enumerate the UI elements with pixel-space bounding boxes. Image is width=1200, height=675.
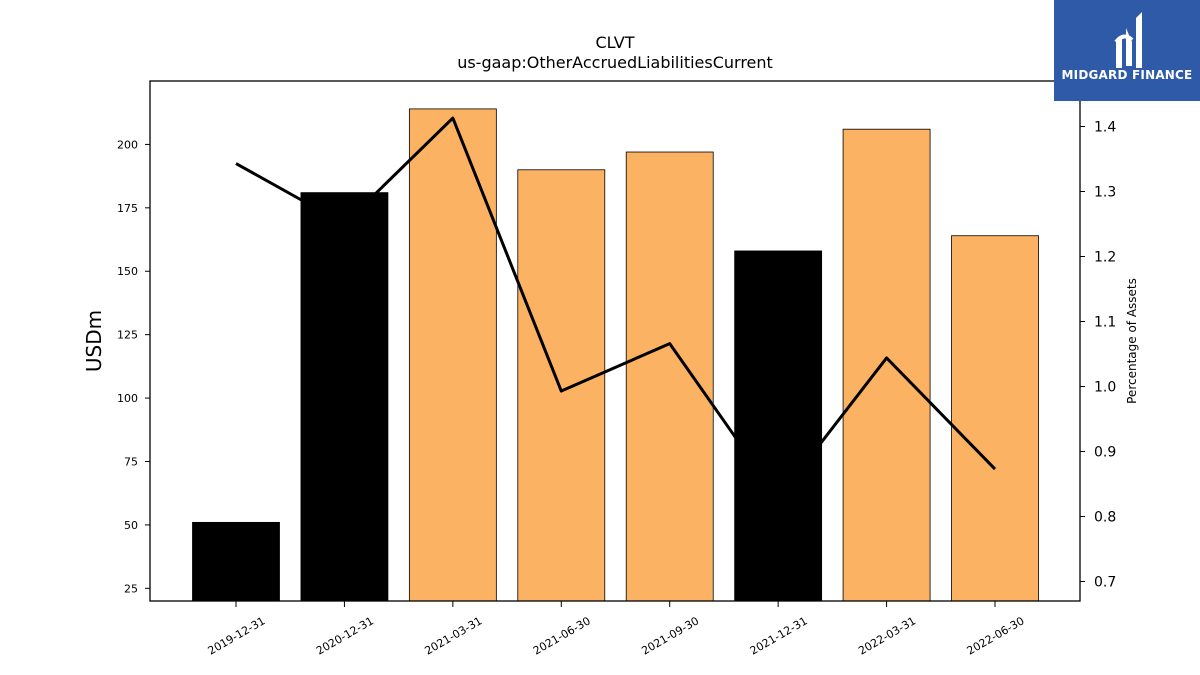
chart-title: CLVT [595, 33, 634, 52]
y-tick-label: 175 [117, 202, 138, 215]
y2-tick-label: 1.1 [1094, 315, 1116, 331]
y2-tick-label: 0.7 [1094, 575, 1116, 591]
x-tick-label: 2022-06-30 [965, 614, 1027, 657]
bar [408, 108, 497, 602]
bar [192, 521, 280, 602]
x-axis: 2019-12-31 2020-12-31 2021-03-31 2021-06-30… [206, 601, 1027, 658]
x-tick-label: 2021-12-31 [748, 614, 810, 657]
bar [517, 169, 606, 602]
y2-axis-label: Percentage of Assets [1125, 278, 1139, 404]
bar [842, 128, 931, 602]
right-axis: 0.7 0.8 0.9 1.0 1.1 1.2 1.3 1.4 [1080, 120, 1116, 591]
y-tick-label: 150 [117, 265, 138, 278]
bar [625, 151, 714, 602]
bar [734, 250, 823, 602]
y2-tick-label: 1.2 [1094, 250, 1116, 266]
y2-tick-label: 1.3 [1094, 185, 1116, 201]
x-tick-label: 2019-12-31 [206, 614, 268, 657]
line-path [235, 116, 997, 500]
y-tick-label: 200 [117, 138, 138, 151]
y2-tick-label: 0.9 [1094, 445, 1116, 461]
brand-logo-text: MIDGARD FINANCE [1061, 68, 1193, 82]
y2-tick-label: 1.4 [1094, 120, 1116, 136]
chart-subtitle: us-gaap:OtherAccruedLiabilitiesCurrent [457, 53, 773, 72]
x-tick-label: 2020-12-31 [314, 614, 376, 657]
line-series [235, 116, 997, 500]
bar [300, 192, 389, 602]
plot-frame [149, 80, 1081, 602]
y-tick-label: 25 [124, 582, 138, 595]
x-tick-label: 2021-03-31 [422, 614, 484, 657]
x-tick-label: 2022-03-31 [856, 614, 918, 657]
y-tick-label: 75 [124, 455, 138, 468]
x-tick-label: 2021-06-30 [531, 614, 593, 657]
brand-logo-icon [1114, 12, 1142, 68]
y2-tick-label: 1.0 [1094, 380, 1116, 396]
y2-tick-label: 0.8 [1094, 510, 1116, 526]
bar [951, 235, 1039, 602]
y-tick-label: 100 [117, 392, 138, 405]
bar-series [192, 108, 1039, 602]
x-tick-label: 2021-09-30 [639, 614, 701, 657]
y-axis-label: USDm [82, 310, 106, 372]
y-tick-label: 50 [124, 519, 138, 532]
left-axis: 25 50 75 100 125 150 175 200 [117, 138, 150, 595]
y-tick-label: 125 [117, 329, 138, 342]
